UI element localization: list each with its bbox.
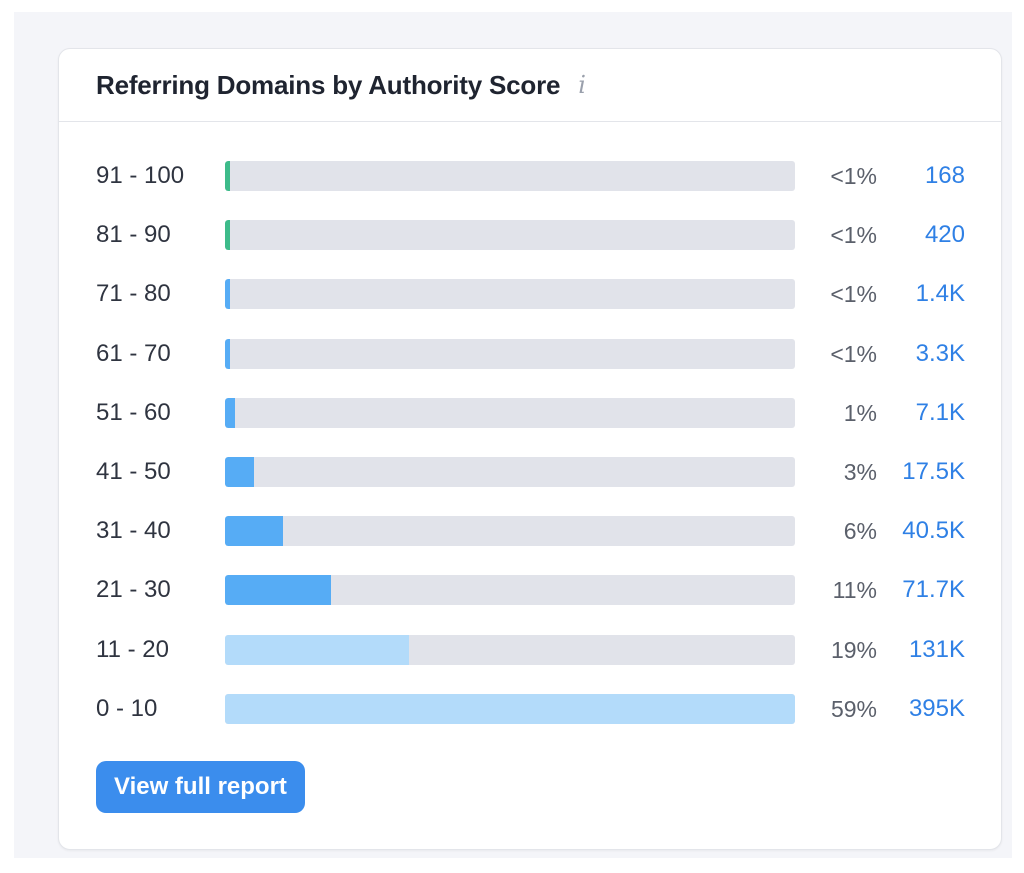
bar-track: [225, 339, 795, 369]
bar-row: 21 - 30 11% 71.7K: [59, 575, 1001, 605]
domain-count-link[interactable]: 71.7K: [902, 576, 965, 603]
bar-row: 41 - 50 3% 17.5K: [59, 457, 1001, 487]
score-range-label: 11 - 20: [96, 636, 169, 663]
referring-domains-card: Referring Domains by Authority Score i 9…: [58, 48, 1002, 850]
percent-label: 6%: [843, 518, 877, 544]
bar-fill: [225, 457, 254, 487]
domain-count-link[interactable]: 7.1K: [915, 399, 965, 426]
score-range-label: 71 - 80: [96, 280, 171, 307]
card-title: Referring Domains by Authority Score: [96, 69, 561, 100]
score-range-label: 81 - 90: [96, 221, 171, 248]
score-range-label: 0 - 10: [96, 695, 158, 722]
bar-row: 31 - 40 6% 40.5K: [59, 516, 1001, 546]
score-range-label: 21 - 30: [96, 576, 171, 603]
bar-track: [225, 398, 795, 428]
domain-count-link[interactable]: 40.5K: [902, 517, 965, 544]
bar-row: 11 - 20 19% 131K: [59, 635, 1001, 665]
domain-count-link[interactable]: 3.3K: [915, 340, 965, 367]
bar-track: [225, 279, 795, 309]
domain-count-link[interactable]: 131K: [908, 636, 965, 663]
bar-fill: [225, 339, 230, 369]
bar-row: 61 - 70 <1% 3.3K: [59, 339, 1001, 369]
bar-row: 91 - 100 <1% 168: [59, 161, 1001, 191]
score-range-label: 61 - 70: [96, 340, 171, 367]
domain-count-link[interactable]: 395K: [908, 695, 965, 722]
percent-label: 3%: [843, 459, 877, 485]
domain-count-link[interactable]: 1.4K: [915, 280, 965, 307]
score-range-label: 41 - 50: [96, 458, 171, 485]
bar-row: 71 - 80 <1% 1.4K: [59, 279, 1001, 309]
domain-count-link[interactable]: 420: [924, 221, 965, 248]
bar-fill: [225, 694, 795, 724]
score-range-label: 51 - 60: [96, 399, 171, 426]
bar-fill: [225, 279, 230, 309]
bar-track: [225, 161, 795, 191]
percent-label: <1%: [830, 341, 877, 367]
percent-label: 11%: [832, 577, 877, 603]
bar-track: [225, 575, 795, 605]
percent-label: 1%: [843, 400, 877, 426]
bar-fill: [225, 635, 409, 665]
bar-row: 81 - 90 <1% 420: [59, 220, 1001, 250]
bar-track: [225, 516, 795, 546]
percent-label: <1%: [830, 163, 877, 189]
bar-track: [225, 220, 795, 250]
percent-label: 59%: [830, 696, 877, 722]
bar-fill: [225, 161, 230, 191]
percent-label: 19%: [830, 637, 877, 663]
bar-fill: [225, 516, 283, 546]
bar-fill: [225, 220, 230, 250]
score-range-label: 31 - 40: [96, 517, 171, 544]
view-full-report-button[interactable]: View full report: [96, 761, 305, 813]
bar-track: [225, 694, 795, 724]
score-range-label: 91 - 100: [96, 162, 185, 189]
bar-track: [225, 457, 795, 487]
bar-fill: [225, 398, 235, 428]
bar-row: 0 - 10 59% 395K: [59, 694, 1001, 724]
card-header: Referring Domains by Authority Score i: [59, 49, 1001, 122]
widget-background: Referring Domains by Authority Score i 9…: [14, 12, 1012, 858]
bar-row: 51 - 60 1% 7.1K: [59, 398, 1001, 428]
domain-count-link[interactable]: 17.5K: [902, 458, 965, 485]
percent-label: <1%: [830, 281, 877, 307]
info-icon[interactable]: i: [578, 71, 586, 99]
percent-label: <1%: [830, 222, 877, 248]
bar-track: [225, 635, 795, 665]
bar-fill: [225, 575, 331, 605]
domain-count-link[interactable]: 168: [924, 162, 965, 189]
